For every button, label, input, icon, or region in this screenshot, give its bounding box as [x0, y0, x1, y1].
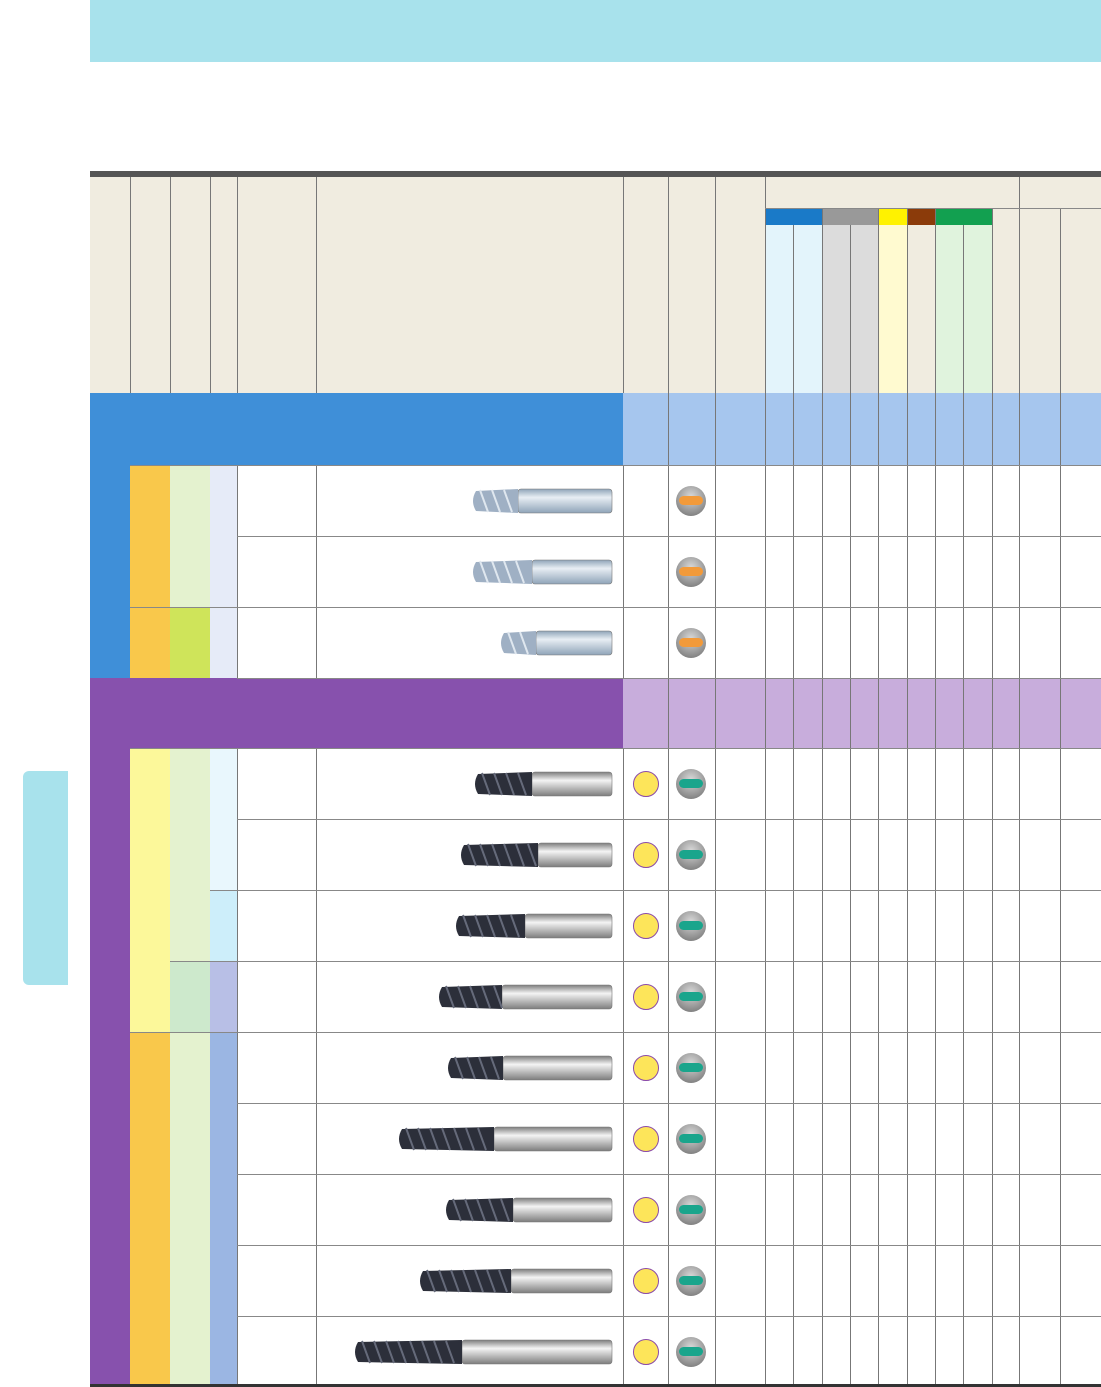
teal-pill-icon — [676, 1052, 706, 1083]
end-mill-tool-icon — [501, 630, 613, 655]
teal-pill-icon — [676, 768, 706, 799]
section-b-category-4 — [170, 961, 210, 1032]
side-index-tab[interactable] — [23, 771, 68, 985]
section-b-category-9 — [210, 1032, 237, 1384]
orange-pill-icon — [676, 556, 706, 587]
teal-pill-icon — [676, 1194, 706, 1225]
section-b-side-bar — [90, 748, 130, 1384]
coating-circle-icon — [633, 983, 659, 1010]
section-b-header-cells — [623, 678, 1101, 748]
coating-circle-icon — [633, 770, 659, 797]
section-b-band — [90, 678, 623, 748]
section-a-header-cells — [623, 393, 1101, 465]
teal-pill-icon — [676, 910, 706, 941]
teal-pill-icon — [676, 839, 706, 870]
teal-pill-icon — [676, 981, 706, 1012]
material-col-yellow — [878, 225, 907, 393]
orange-pill-icon — [676, 485, 706, 516]
material-col-light-blue-2 — [793, 225, 822, 393]
material-group-brown — [907, 208, 935, 225]
section-a-category-1 — [130, 465, 170, 678]
material-col-gray-2 — [850, 225, 878, 393]
end-mill-tool-icon — [355, 1339, 613, 1364]
section-b-category-5 — [170, 1032, 210, 1384]
end-mill-tool-icon — [456, 913, 613, 938]
section-a-category-3 — [170, 607, 210, 678]
teal-pill-icon — [676, 1336, 706, 1367]
material-col-green-1 — [935, 225, 963, 393]
material-col-gray-1 — [822, 225, 850, 393]
coating-circle-icon — [633, 1267, 659, 1294]
teal-pill-icon — [676, 1265, 706, 1296]
section-a-category-4 — [210, 465, 237, 678]
coating-circle-icon — [633, 1125, 659, 1152]
end-mill-tool-icon — [446, 1197, 613, 1222]
section-a-category-2 — [170, 465, 210, 607]
table-top-rule — [90, 171, 1101, 177]
coating-circle-icon — [633, 912, 659, 939]
section-b-category-2 — [130, 1032, 170, 1384]
header-band — [90, 0, 1101, 62]
section-a-side-bar — [90, 465, 130, 678]
material-group-gray — [822, 208, 878, 225]
end-mill-tool-icon — [475, 771, 613, 796]
end-mill-tool-icon — [473, 488, 613, 513]
end-mill-tool-icon — [461, 842, 613, 867]
coating-circle-icon — [633, 1054, 659, 1081]
end-mill-tool-icon — [473, 559, 613, 584]
end-mill-tool-icon — [399, 1126, 613, 1151]
section-b-category-7 — [210, 890, 237, 961]
material-group-green — [935, 208, 992, 225]
coating-circle-icon — [633, 1338, 659, 1365]
section-b-category-8 — [210, 961, 237, 1032]
coating-circle-icon — [633, 841, 659, 868]
section-b-category-3 — [170, 748, 210, 961]
material-group-blue — [765, 208, 822, 225]
coating-circle-icon — [633, 1196, 659, 1223]
section-b-category-1 — [130, 748, 170, 1032]
end-mill-tool-icon — [448, 1055, 613, 1080]
material-col-light-blue-1 — [765, 225, 793, 393]
material-group-yellow — [878, 208, 907, 225]
section-b-category-6 — [210, 748, 237, 890]
section-a-band — [90, 393, 623, 465]
end-mill-tool-icon — [439, 984, 613, 1009]
table-bottom-rule — [90, 1384, 1101, 1387]
orange-pill-icon — [676, 627, 706, 658]
end-mill-tool-icon — [420, 1268, 613, 1293]
material-col-green-2 — [963, 225, 992, 393]
teal-pill-icon — [676, 1123, 706, 1154]
